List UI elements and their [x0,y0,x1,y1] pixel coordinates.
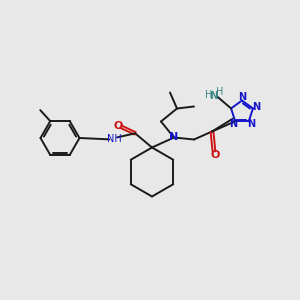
Text: H: H [206,90,213,100]
Text: NH: NH [107,134,122,144]
Text: N: N [238,92,246,102]
Text: N: N [253,102,261,112]
Text: N: N [247,119,255,129]
Text: H: H [216,87,224,98]
Text: N: N [169,133,178,142]
Text: O: O [210,150,220,160]
Text: O: O [114,121,123,130]
Text: N: N [210,91,219,101]
Text: N: N [229,119,237,129]
